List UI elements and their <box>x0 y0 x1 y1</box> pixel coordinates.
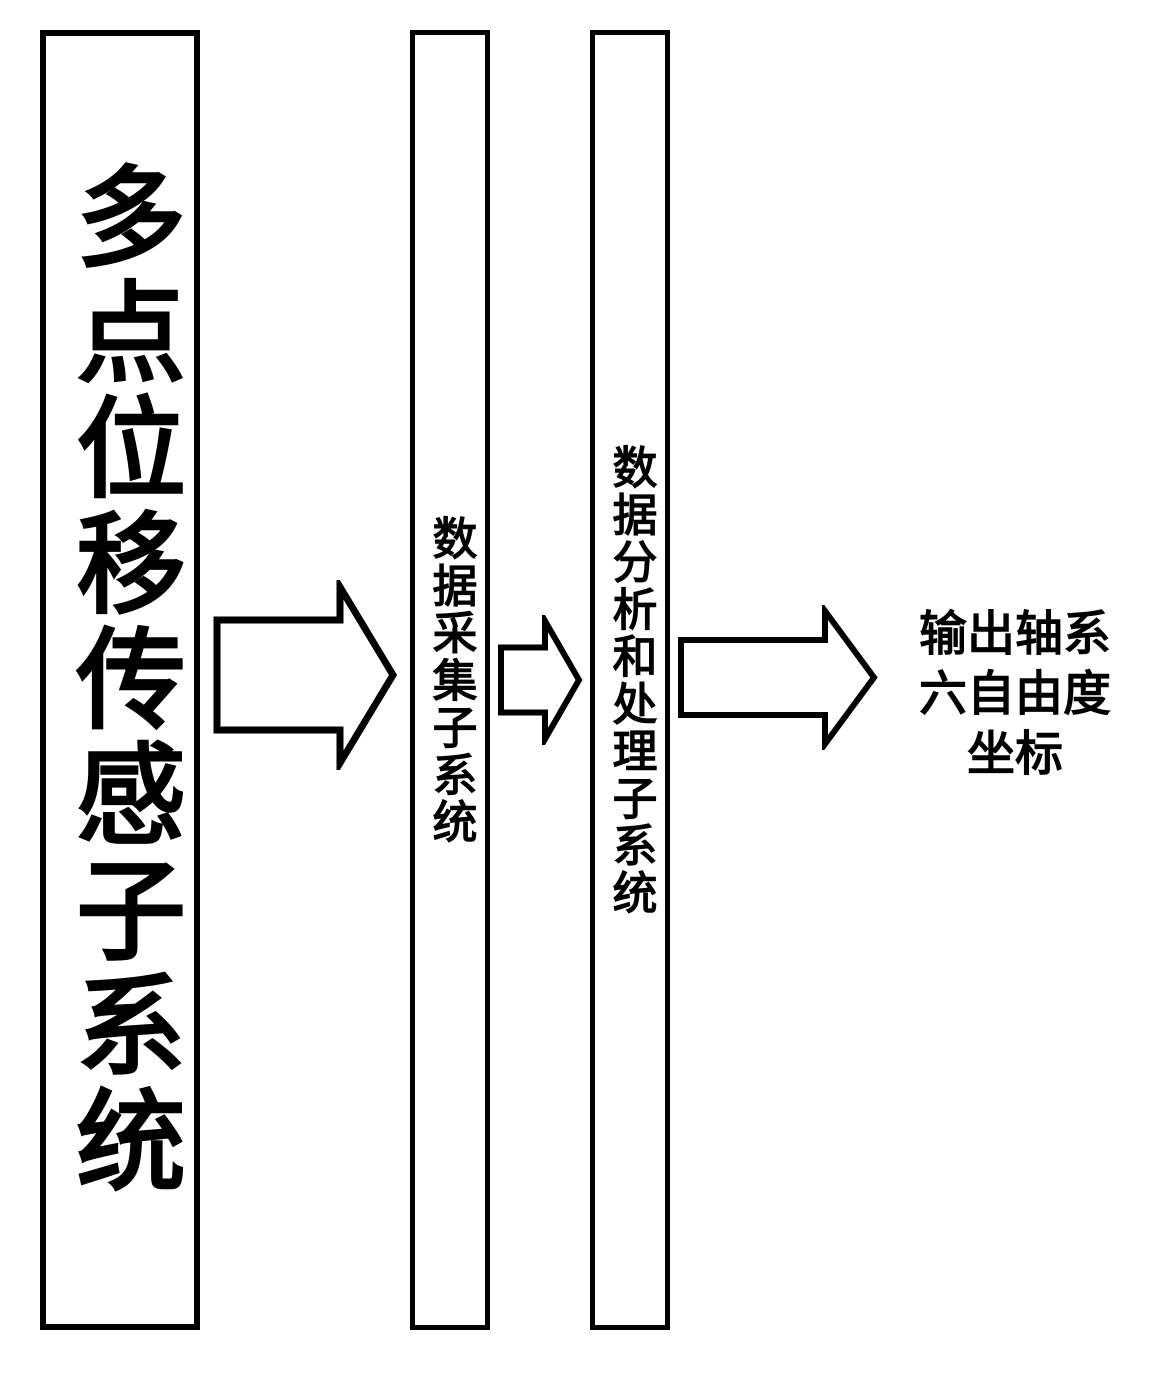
output-line-2: 六自由度 <box>890 665 1140 725</box>
box-data-collection-subsystem: 数据采集子系统 <box>410 30 490 1330</box>
box-data-collection-subsystem-label: 数据采集子系统 <box>428 515 473 846</box>
box-sensor-subsystem: 多点位移传感子系统 <box>40 30 200 1330</box>
arrow-2 <box>495 615 585 745</box>
box-data-analysis-subsystem-label: 数据分析和处理子系统 <box>608 444 653 917</box>
box-data-analysis-subsystem: 数据分析和处理子系统 <box>590 30 670 1330</box>
arrow-1 <box>210 580 400 770</box>
arrow-3 <box>675 605 880 750</box>
output-line-1: 输出轴系 <box>890 605 1140 665</box>
output-label: 输出轴系 六自由度 坐标 <box>890 605 1140 785</box>
box-sensor-subsystem-label: 多点位移传感子系统 <box>65 160 175 1200</box>
output-line-3: 坐标 <box>890 725 1140 785</box>
